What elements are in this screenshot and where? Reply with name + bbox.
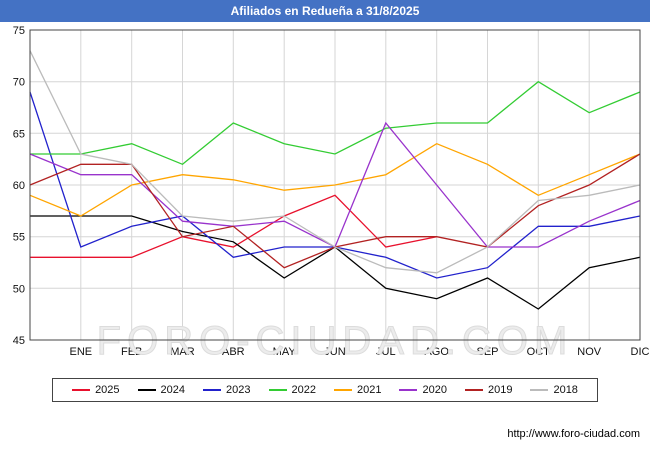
x-tick-label: DIC [631, 346, 650, 358]
legend-label-2019: 2019 [487, 384, 513, 396]
legend-label-2018: 2018 [553, 384, 578, 396]
x-tick-label: MAR [170, 346, 195, 358]
legend-swatch-2019 [464, 389, 483, 391]
legend-item-2025: 2025 [72, 384, 120, 396]
chart-title-bar: Afiliados en Redueña a 31/8/2025 [0, 0, 650, 22]
website-url[interactable]: http://www.foro-ciudad.com [507, 428, 640, 440]
y-tick-label: 45 [13, 335, 25, 347]
legend-label-2023: 2023 [226, 384, 251, 396]
watermark-text: FORO-CIUDAD.COM [97, 319, 574, 363]
legend-swatch-2025 [72, 389, 91, 391]
x-tick-label: SEP [476, 346, 498, 358]
x-tick-label: NOV [577, 346, 602, 358]
legend-item-2018: 2018 [530, 384, 578, 396]
plot-border [29, 29, 641, 341]
series-line-2022 [30, 80, 641, 166]
series-line-2018 [29, 50, 641, 274]
y-tick-label: 65 [13, 128, 25, 140]
legend-item-2022: 2022 [268, 384, 316, 396]
chart-title: Afiliados en Redueña a 31/8/2025 [230, 4, 420, 18]
x-tick-label: JUN [324, 346, 345, 358]
x-tick-label: ABR [222, 346, 245, 358]
series-line-2025 [30, 194, 437, 258]
legend-label-2021: 2021 [357, 384, 382, 396]
legend-item-2020: 2020 [399, 384, 447, 396]
y-tick-label: 70 [13, 77, 25, 89]
legend-swatch-2021 [334, 389, 352, 391]
x-tick-label: FEB [121, 346, 142, 358]
legend: 2025 2024 2023 2022 2021 2020 2019 2018 [0, 378, 650, 402]
legend-label-2024: 2024 [160, 384, 186, 396]
legend-swatch-2022 [268, 389, 287, 391]
legend-swatch-2024 [137, 389, 156, 391]
legend-label-2025: 2025 [95, 384, 120, 396]
x-tick-label: AGO [424, 346, 449, 358]
y-tick-label: 55 [13, 232, 25, 244]
legend-item-2019: 2019 [464, 384, 513, 396]
legend-item-2023: 2023 [203, 384, 251, 396]
chart-plot: 45 50 55 60 65 70 75 ENE FEB MAR ABR MAY JUN JUL AGO SE… [13, 25, 650, 364]
legend-swatch-2020 [399, 389, 418, 391]
x-tick-label: ENE [69, 346, 92, 358]
x-tick-label: JUL [376, 346, 396, 358]
x-tick-label: OCT [527, 346, 551, 358]
legend-label-2022: 2022 [291, 384, 316, 396]
legend-item-2024: 2024 [137, 384, 186, 396]
legend-box: 2025 2024 2023 2022 2021 2020 2019 2018 [52, 378, 598, 402]
legend-swatch-2023 [203, 389, 222, 391]
y-tick-label: 60 [13, 180, 25, 192]
legend-item-2021: 2021 [334, 384, 381, 396]
legend-swatch-2018 [530, 389, 549, 391]
y-tick-label: 75 [13, 25, 25, 37]
legend-label-2020: 2020 [422, 384, 447, 396]
x-tick-label: MAY [273, 346, 297, 358]
series-line-2021 [29, 142, 641, 217]
y-tick-label: 50 [13, 283, 25, 295]
